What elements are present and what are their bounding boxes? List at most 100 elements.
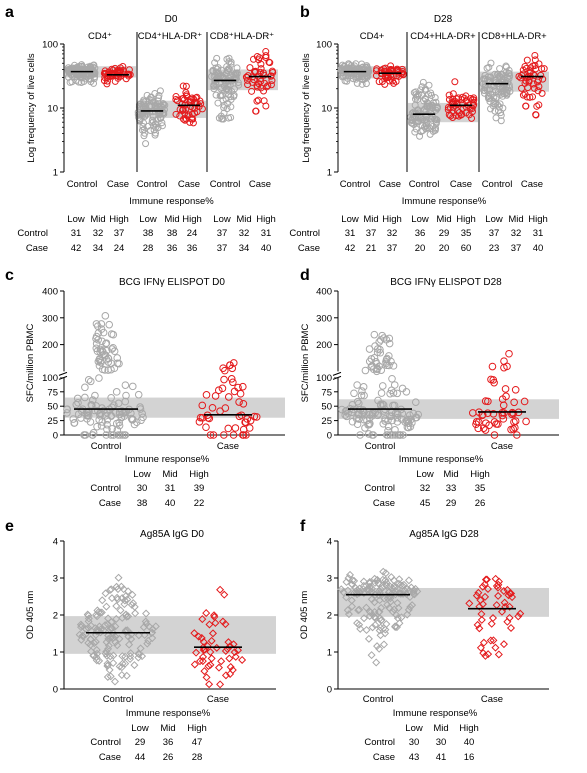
control-point xyxy=(121,626,130,635)
case-point xyxy=(478,582,487,591)
control-point xyxy=(370,574,379,583)
table-header: Mid xyxy=(433,723,448,734)
control-point xyxy=(126,649,135,658)
control-point xyxy=(109,343,117,352)
case-point xyxy=(482,419,490,427)
control-point xyxy=(381,629,390,638)
table-cell: 36 xyxy=(167,243,178,254)
control-point xyxy=(350,389,358,398)
control-point xyxy=(140,96,148,104)
table-cell: 35 xyxy=(475,483,486,494)
control-point xyxy=(235,81,243,89)
control-point xyxy=(68,78,76,86)
control-point xyxy=(375,644,384,653)
control-point xyxy=(69,415,78,423)
case-point xyxy=(202,609,211,618)
control-point xyxy=(217,91,225,99)
control-point xyxy=(416,132,424,140)
table-header: Low xyxy=(411,214,429,225)
reference-band xyxy=(65,66,136,78)
control-point xyxy=(116,431,125,439)
control-point xyxy=(360,415,368,424)
control-point xyxy=(370,330,379,339)
case-point xyxy=(190,660,199,669)
table-cell: 45 xyxy=(420,498,431,509)
control-point xyxy=(423,124,431,132)
case-point xyxy=(220,375,228,384)
table-cell: 34 xyxy=(239,243,250,254)
case-point xyxy=(228,364,237,373)
y-tick-label: 1 xyxy=(53,648,58,659)
control-point xyxy=(231,74,239,82)
control-point xyxy=(92,645,101,654)
control-point xyxy=(398,384,407,393)
case-point xyxy=(262,48,270,56)
control-point xyxy=(101,366,109,374)
control-point xyxy=(102,638,111,647)
control-point xyxy=(365,607,374,616)
control-point xyxy=(134,653,143,662)
control-point xyxy=(70,61,78,69)
case-point xyxy=(500,598,509,607)
control-point xyxy=(128,382,137,391)
case-point xyxy=(523,56,531,64)
case-point xyxy=(205,620,214,629)
case-point xyxy=(180,96,188,104)
control-point xyxy=(395,575,404,584)
control-point xyxy=(353,397,362,406)
table-cell: 44 xyxy=(135,752,146,763)
case-point xyxy=(451,78,459,86)
table-row-label: Control xyxy=(90,483,121,494)
case-point xyxy=(472,591,481,600)
control-point xyxy=(106,652,115,661)
control-point xyxy=(423,118,431,126)
table-row-label: Case xyxy=(26,243,48,254)
control-point xyxy=(368,623,377,632)
control-point xyxy=(114,573,123,582)
case-point xyxy=(494,650,503,659)
case-point xyxy=(248,87,256,95)
case-point xyxy=(230,648,239,657)
control-point xyxy=(372,658,381,667)
control-point xyxy=(101,312,110,320)
control-point xyxy=(139,122,147,130)
y-axis-label-a: Log frequency of live cells xyxy=(26,53,37,163)
y-tick-label: 0 xyxy=(53,431,58,442)
y-tick-label: 200 xyxy=(316,340,332,351)
case-point xyxy=(260,97,268,105)
case-point xyxy=(521,79,529,87)
control-point xyxy=(426,103,434,111)
table-cell: 37 xyxy=(511,243,522,254)
control-point xyxy=(76,620,85,629)
control-point xyxy=(83,411,92,420)
x-tick-label: Control xyxy=(210,179,241,190)
y-tick-label: 4 xyxy=(53,537,58,548)
control-point xyxy=(341,77,349,85)
case-point xyxy=(468,114,476,122)
table-row-label: Control xyxy=(90,737,121,748)
control-point xyxy=(364,634,373,643)
y-tick-label: 75 xyxy=(47,387,58,398)
control-point xyxy=(375,588,384,597)
control-point xyxy=(147,94,155,102)
control-point xyxy=(347,596,356,605)
case-point xyxy=(182,115,190,123)
case-point xyxy=(477,615,486,624)
control-point xyxy=(96,411,104,420)
control-point xyxy=(394,579,403,588)
control-point xyxy=(107,624,116,633)
control-point xyxy=(485,94,493,102)
case-point xyxy=(481,575,490,584)
control-point xyxy=(342,577,351,587)
control-point xyxy=(84,623,93,632)
case-point xyxy=(479,638,488,647)
panel-b: b D28 1 10 100 Log frequency of live cells CD4… xyxy=(289,4,549,254)
case-point xyxy=(535,101,543,109)
table-header: Low xyxy=(341,214,359,225)
control-point xyxy=(365,612,374,621)
group-label: CD8⁺HLA-DR⁺ xyxy=(210,31,274,42)
axis-break-gap xyxy=(333,371,343,378)
control-point xyxy=(378,575,387,584)
case-point xyxy=(384,73,392,81)
control-point xyxy=(104,641,113,650)
